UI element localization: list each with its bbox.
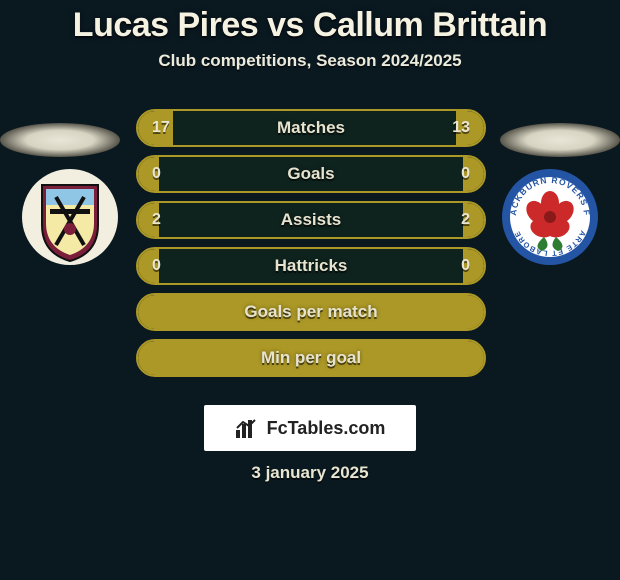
stat-label: Hattricks [138, 249, 484, 283]
stat-fill-right [463, 157, 484, 191]
stat-fill-left [138, 111, 173, 145]
stat-fill-left [138, 295, 484, 329]
stat-fill-left [138, 203, 159, 237]
branding-text: FcTables.com [267, 418, 386, 439]
stat-row: Min per goal [136, 339, 486, 377]
stat-row: Goals per match [136, 293, 486, 331]
stat-label: Goals [138, 157, 484, 191]
stat-fill-right [463, 203, 484, 237]
stat-fill-left [138, 341, 484, 375]
branding-badge: FcTables.com [204, 405, 416, 451]
page-title: Lucas Pires vs Callum Brittain [0, 0, 620, 45]
stat-row: 22Assists [136, 201, 486, 239]
subtitle: Club competitions, Season 2024/2025 [0, 51, 620, 71]
stat-fill-left [138, 249, 159, 283]
stat-fill-right [463, 249, 484, 283]
comparison-stage: BLACKBURN ROVERS F.C. ARTE ET LABORE 171… [0, 91, 620, 391]
spotlight-right [500, 123, 620, 157]
stat-fill-right [456, 111, 484, 145]
stat-label: Matches [138, 111, 484, 145]
stat-label: Assists [138, 203, 484, 237]
bars-icon [235, 418, 261, 438]
stat-row: 00Hattricks [136, 247, 486, 285]
club-crest-left [20, 167, 120, 267]
date-text: 3 january 2025 [0, 463, 620, 483]
stat-row: 1713Matches [136, 109, 486, 147]
spotlight-left [0, 123, 120, 157]
stat-row: 00Goals [136, 155, 486, 193]
stat-fill-left [138, 157, 159, 191]
club-crest-right: BLACKBURN ROVERS F.C. ARTE ET LABORE [500, 167, 600, 267]
stat-rows: 1713Matches 00Goals 22Assists 00Hattricks Go… [136, 109, 486, 377]
